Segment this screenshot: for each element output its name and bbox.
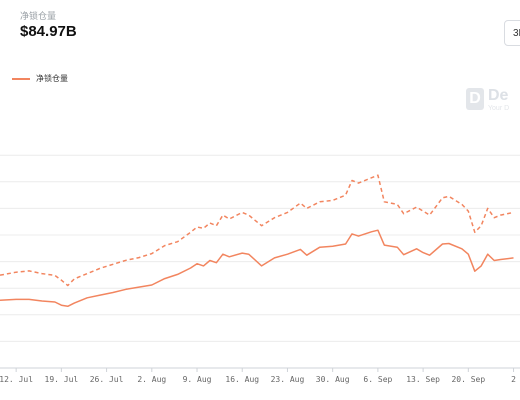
x-tick-label: 9. Aug [183, 375, 212, 384]
x-tick-label: 16. Aug [225, 375, 259, 384]
x-tick-label: 2 [511, 375, 516, 384]
x-tick-label: 23. Aug [271, 375, 305, 384]
x-axis: 12. Jul 19. Jul 26. Jul 2. Aug 9. Aug 16. Aug… [0, 368, 516, 384]
legend-swatch [12, 77, 30, 80]
x-tick-label: 12. Jul [0, 375, 33, 384]
brand-name: De [488, 87, 509, 104]
x-tick-label: 6. Sep [363, 375, 392, 384]
chart-legend[interactable]: 净锁仓量 [12, 73, 68, 84]
series-line-solid[interactable] [0, 229, 514, 308]
brand-logo-icon: D [466, 88, 484, 110]
metric-value: $84.97B [20, 23, 77, 40]
x-tick-label: 19. Jul [45, 375, 79, 384]
time-range-button[interactable]: 3M [504, 20, 520, 46]
x-tick-label: 20. Sep [451, 375, 485, 384]
brand-tagline: Your D [488, 105, 510, 112]
series-line-dashed[interactable] [0, 174, 514, 287]
brand-watermark: D De Your D [466, 88, 509, 113]
series-lines [0, 174, 514, 308]
metric-label: 净锁仓量 [20, 11, 57, 21]
grid-lines [0, 154, 520, 369]
x-tick-label: 13. Sep [406, 375, 440, 384]
x-tick-label: 30. Aug [316, 375, 350, 384]
x-tick-label: 26. Jul [90, 375, 124, 384]
metric-header: 净锁仓量 $84.97B [20, 10, 77, 42]
x-tick-label: 2. Aug [137, 375, 166, 384]
legend-label: 净锁仓量 [36, 74, 68, 83]
